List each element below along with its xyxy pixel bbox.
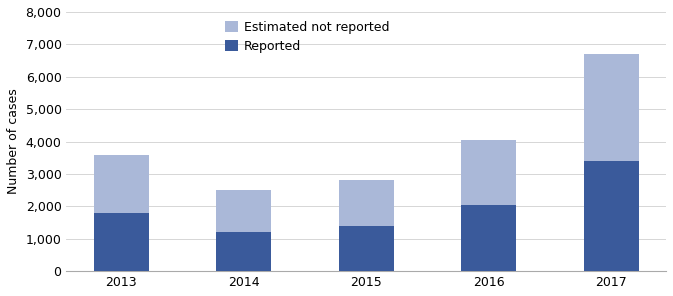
Bar: [583, 161, 639, 271]
Bar: [339, 226, 394, 271]
Bar: [216, 232, 271, 271]
Bar: [461, 140, 516, 205]
Bar: [583, 54, 639, 161]
Bar: [216, 190, 271, 232]
Bar: [339, 181, 394, 226]
Y-axis label: Number of cases: Number of cases: [7, 89, 20, 194]
Legend: Estimated not reported, Reported: Estimated not reported, Reported: [223, 18, 392, 55]
Bar: [461, 205, 516, 271]
Bar: [94, 155, 149, 213]
Bar: [94, 213, 149, 271]
